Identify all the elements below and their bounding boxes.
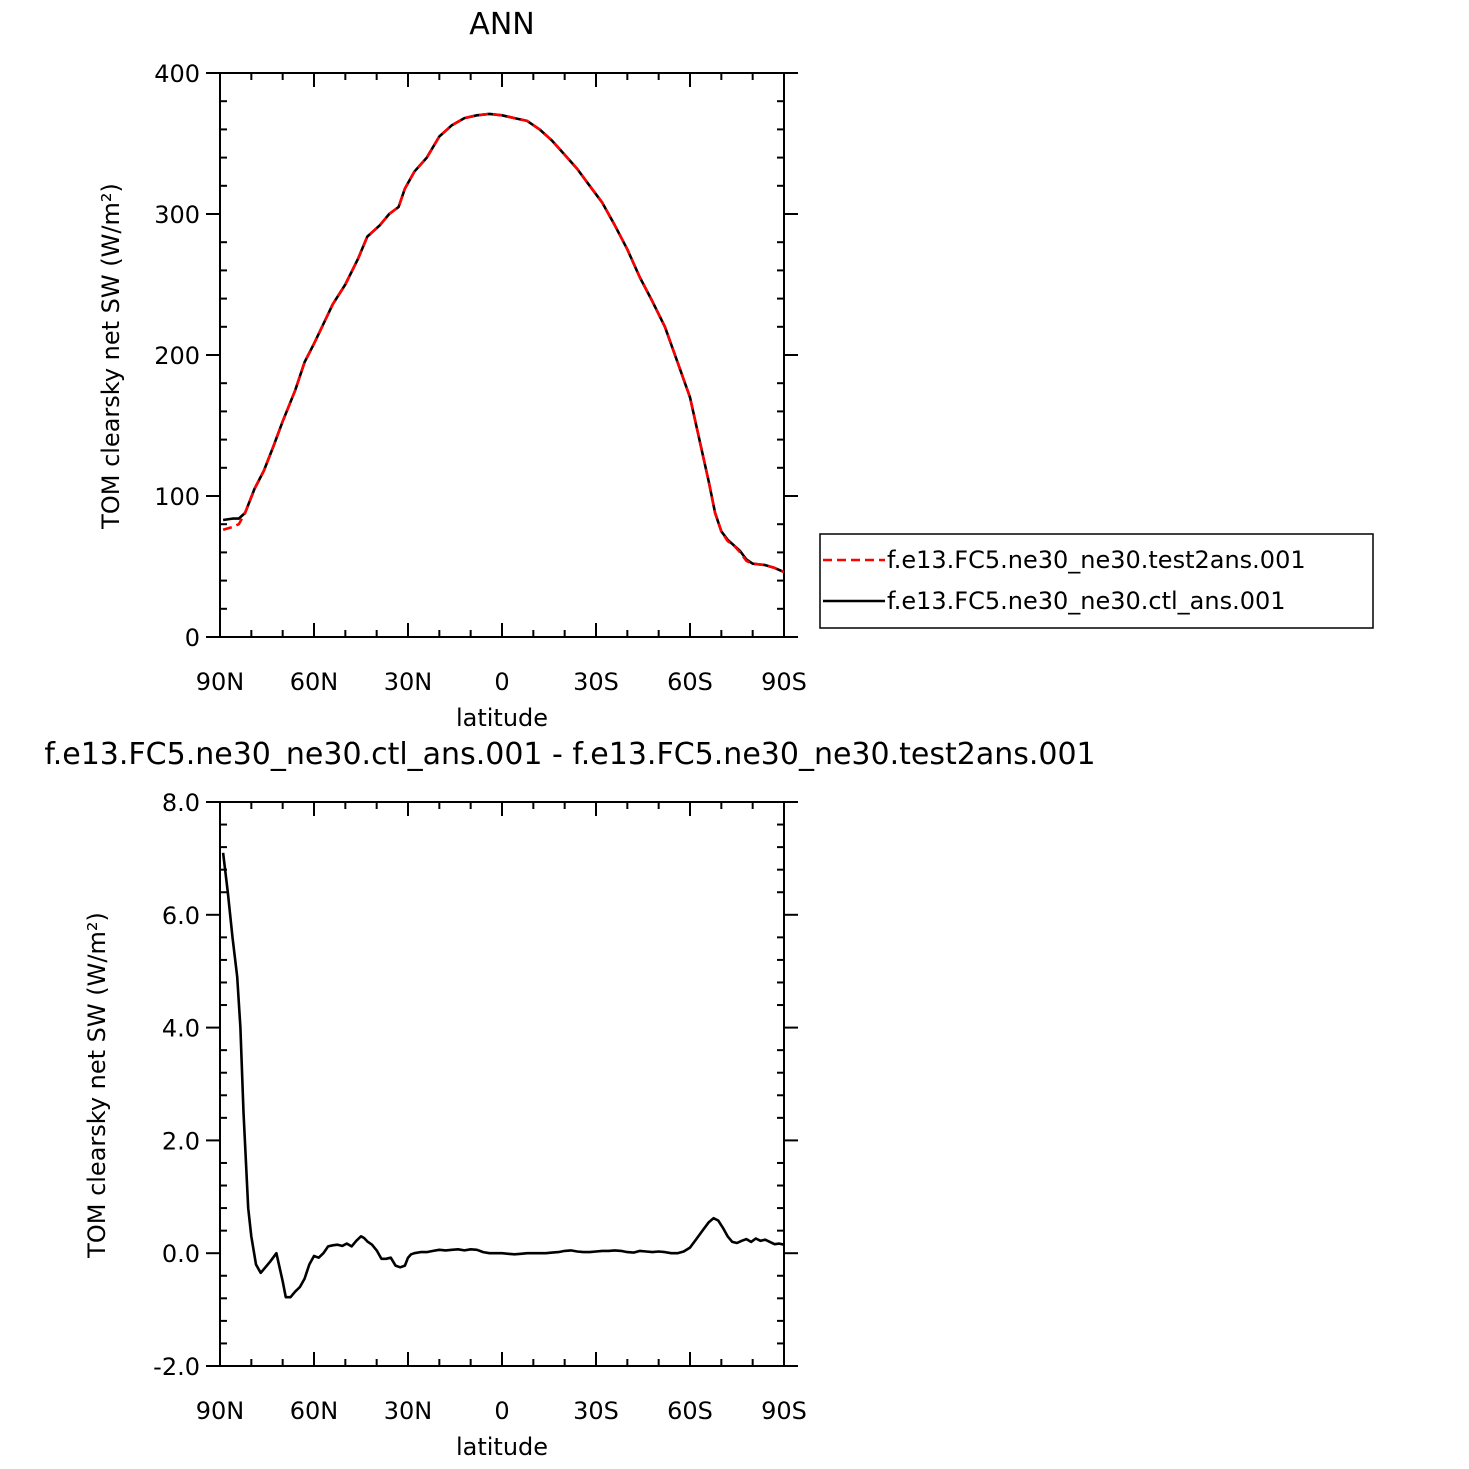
bottom-title: f.e13.FC5.ne30_ne30.ctl_ans.001 - f.e13.… xyxy=(44,737,1095,772)
top-y-tick-label: 400 xyxy=(154,60,200,88)
bottom-panel: f.e13.FC5.ne30_ne30.ctl_ans.001 - f.e13.… xyxy=(44,737,1095,1461)
top-x-tick-label: 90N xyxy=(196,668,245,696)
bottom-series-line-0 xyxy=(221,852,785,1299)
legend-box xyxy=(819,533,1374,629)
bottom-x-tick-label: 90N xyxy=(196,1397,245,1425)
top-plot-area: 90N 60N 30N 0 30S 60S 90S 0 100 200 300 400 xyxy=(154,60,807,696)
legend: f.e13.FC5.ne30_ne30.test2ans.001 f.e13.F… xyxy=(819,533,1374,629)
top-series-line-1 xyxy=(222,112,785,574)
bottom-y-tick-label: 6.0 xyxy=(162,902,200,930)
top-x-tick-label: 90S xyxy=(761,668,807,696)
bottom-x-tick-label: 90S xyxy=(761,1397,807,1425)
top-y-tick-label: 100 xyxy=(154,483,200,511)
top-x-tick-label: 60N xyxy=(290,668,339,696)
bottom-plot-frame xyxy=(219,801,785,1367)
bottom-x-tick-label: 30S xyxy=(573,1397,619,1425)
top-y-axis-label: TOM clearsky net SW (W/m²) xyxy=(97,183,125,530)
legend-label-test2ans: f.e13.FC5.ne30_ne30.test2ans.001 xyxy=(887,546,1306,574)
bottom-y-tick-label: 0.0 xyxy=(162,1240,200,1268)
top-y-tick-label: 0 xyxy=(185,624,200,652)
top-y-tick-label: 200 xyxy=(154,342,200,370)
bottom-y-tick-label: 4.0 xyxy=(162,1015,200,1043)
bottom-y-tick-label: 8.0 xyxy=(162,789,200,817)
bottom-x-axis-label: latitude xyxy=(456,1433,548,1461)
top-x-tick-label: 60S xyxy=(667,668,713,696)
top-plot-frame xyxy=(219,72,785,638)
bottom-y-axis-label: TOM clearsky net SW (W/m²) xyxy=(83,912,111,1259)
top-x-tick-label: 0 xyxy=(494,668,509,696)
top-series-line-0 xyxy=(222,112,785,574)
legend-label-ctl-ans: f.e13.FC5.ne30_ne30.ctl_ans.001 xyxy=(887,587,1286,615)
top-x-axis-label: latitude xyxy=(456,704,548,732)
bottom-y-tick-label: -2.0 xyxy=(153,1353,200,1381)
bottom-x-tick-label: 60N xyxy=(290,1397,339,1425)
top-title: ANN xyxy=(469,7,534,42)
top-y-tick-label: 300 xyxy=(154,201,200,229)
bottom-x-tick-label: 30N xyxy=(384,1397,433,1425)
top-x-tick-label: 30S xyxy=(573,668,619,696)
bottom-x-tick-label: 0 xyxy=(494,1397,509,1425)
bottom-plot-area: 90N 60N 30N 0 30S 60S 90S -2.0 0.0 2.0 4.0 6.0 8.0 xyxy=(153,789,807,1425)
top-x-tick-label: 30N xyxy=(384,668,433,696)
bottom-x-tick-label: 60S xyxy=(667,1397,713,1425)
top-panel: ANN 90N 60N 30N 0 30S 60S 90S 0 100 200 300 400 lat… xyxy=(97,7,1374,732)
bottom-y-tick-label: 2.0 xyxy=(162,1127,200,1155)
